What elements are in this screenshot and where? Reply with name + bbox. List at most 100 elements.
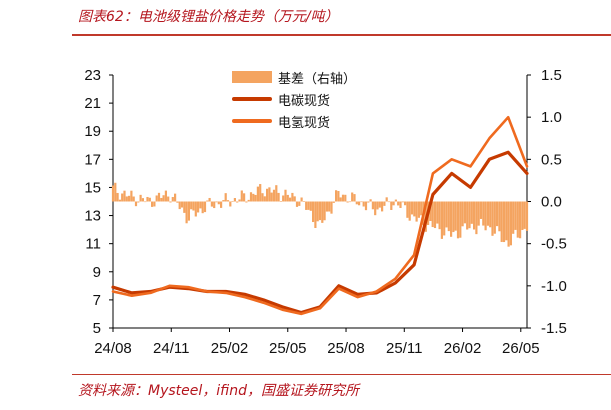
basis-bar [224,193,227,202]
legend: 基差（右轴） 电碳现货 电氢现货 [232,66,356,132]
basis-bar [247,199,250,202]
basis-bar [433,201,437,229]
basis-bar [162,195,165,202]
basis-bar [525,201,529,231]
basis-bar [157,192,161,202]
basis-bar [500,201,503,242]
basis-bar [502,201,506,243]
basis-bar [512,201,515,234]
basis-bar [479,201,483,219]
basis-bar [330,201,333,214]
basis-bar [450,201,453,237]
basis-bar [415,201,418,222]
basis-bar [146,196,149,202]
x-tick-label: 25/08 [327,340,365,357]
basis-bar [376,201,379,210]
basis-bar [155,195,158,202]
basis-bar [323,201,326,221]
basis-bar [210,201,213,207]
basis-bar [118,199,121,202]
x-tick-label: 25/11 [386,340,422,357]
basis-bar [337,191,340,202]
basis-bar [406,201,409,218]
basis-bar [192,201,195,211]
basis-bar [256,186,259,202]
left-tick-label: 21 [84,95,101,112]
basis-bar [284,189,287,202]
basis-area-layer [111,182,529,247]
left-tick-label: 19 [84,123,101,140]
basis-bar [325,201,328,212]
basis-bar [116,192,119,202]
left-tick-label: 17 [84,151,101,168]
left-tick-label: 11 [85,236,101,253]
left-tick-label: 7 [93,292,101,309]
basis-bar [123,190,126,202]
legend-swatch-carbonate [232,97,272,101]
basis-bar [275,185,278,202]
basis-bar [429,201,432,222]
left-tick-label: 15 [84,179,101,196]
basis-bar [153,201,156,207]
basis-bar [249,192,253,202]
x-tick-label: 26/02 [444,340,482,357]
basis-bar [452,201,455,233]
basis-bar [238,199,241,202]
basis-bar [482,201,485,226]
basis-bar [231,201,234,202]
basis-bar [394,199,397,202]
basis-bar [353,194,356,202]
basis-bar [261,193,264,202]
basis-bar [509,201,512,246]
basis-bar [346,201,349,203]
basis-bar [489,201,492,228]
basis-bar [236,201,239,203]
basis-bar [144,201,147,203]
basis-bar [183,201,186,213]
basis-bar [493,201,496,234]
basis-bar [169,201,172,203]
basis-bar [270,192,273,202]
basis-bar [498,201,501,232]
basis-bar [291,192,294,202]
basis-bar [470,201,473,224]
left-tick-label: 5 [93,320,101,337]
basis-bar [178,201,181,210]
basis-bar [514,201,517,230]
basis-bar [344,194,347,202]
basis-bar [309,201,312,211]
basis-bar [190,201,193,210]
basis-bar [383,201,386,206]
basis-bar [289,197,292,202]
basis-bar [390,201,393,210]
left-tick-label: 13 [84,208,101,225]
basis-bar [164,190,167,202]
basis-bar [254,194,257,202]
basis-bar [148,197,151,202]
x-tick-label: 26/05 [502,340,540,357]
basis-bar [141,198,144,202]
basis-bar [397,201,400,206]
basis-bar [321,201,324,223]
basis-bar [413,201,416,217]
basis-bar [197,201,200,213]
basis-bar [404,201,407,206]
basis-bar [243,193,246,202]
basis-bar [222,200,225,202]
basis-bar [486,201,489,226]
basis-bar [516,201,519,238]
basis-bar [521,201,524,231]
basis-bar [328,201,331,212]
basis-bar [220,201,223,208]
basis-bar [300,197,303,202]
source-note: 资料来源：Mysteel，ifind，国盛证券研究所 [78,383,359,399]
right-tick-label: 0.0 [541,194,562,211]
basis-bar [332,201,335,203]
basis-bar [473,201,476,230]
legend-swatch-hydroxide [232,119,272,123]
basis-bar [174,193,177,202]
basis-bar [484,201,487,231]
legend-item-hydroxide: 电氢现货 [232,110,356,132]
basis-bar [266,188,269,202]
